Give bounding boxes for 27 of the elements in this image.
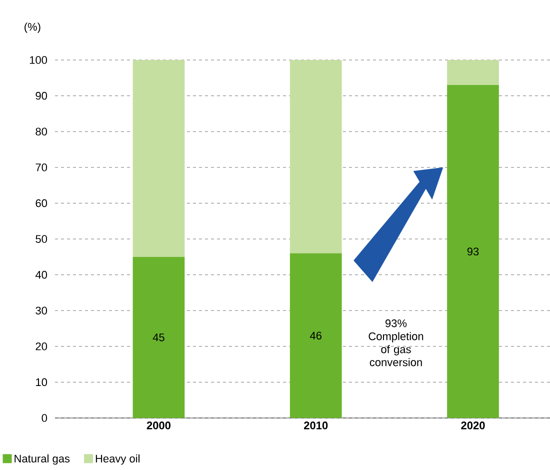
y-tick-label: 50 bbox=[36, 235, 48, 243]
annotation: 93% Completion of gas conversion bbox=[368, 319, 424, 366]
y-tick-label: 30 bbox=[36, 306, 48, 314]
y-tick-label: 0 bbox=[42, 414, 48, 422]
data-label: 93 bbox=[467, 248, 479, 256]
y-tick-label: 10 bbox=[36, 378, 48, 386]
bar bbox=[447, 85, 499, 418]
bar bbox=[447, 60, 499, 86]
y-tick-label: 100 bbox=[30, 56, 48, 64]
bar bbox=[290, 60, 342, 254]
bar bbox=[290, 253, 342, 418]
y-tick-label: 60 bbox=[36, 199, 48, 208]
x-tick-label: 2010 bbox=[304, 422, 328, 430]
data-label: 46 bbox=[310, 332, 322, 340]
bar bbox=[132, 256, 185, 418]
y-axis-title: (%) bbox=[24, 22, 40, 33]
y-tick-label: 20 bbox=[36, 342, 48, 350]
bar bbox=[132, 60, 185, 257]
legend-label: Natural gas bbox=[14, 454, 70, 465]
y-tick-label: 70 bbox=[36, 164, 48, 172]
x-tick-label: 2020 bbox=[461, 422, 485, 430]
y-tick-label: 40 bbox=[35, 270, 48, 279]
x-tick-label: 2000 bbox=[146, 422, 170, 430]
data-label: 45 bbox=[152, 334, 164, 342]
legend-label: Heavy oil bbox=[96, 454, 140, 465]
y-tick-label: 80 bbox=[36, 128, 48, 136]
y-tick-label: 90 bbox=[36, 92, 48, 100]
